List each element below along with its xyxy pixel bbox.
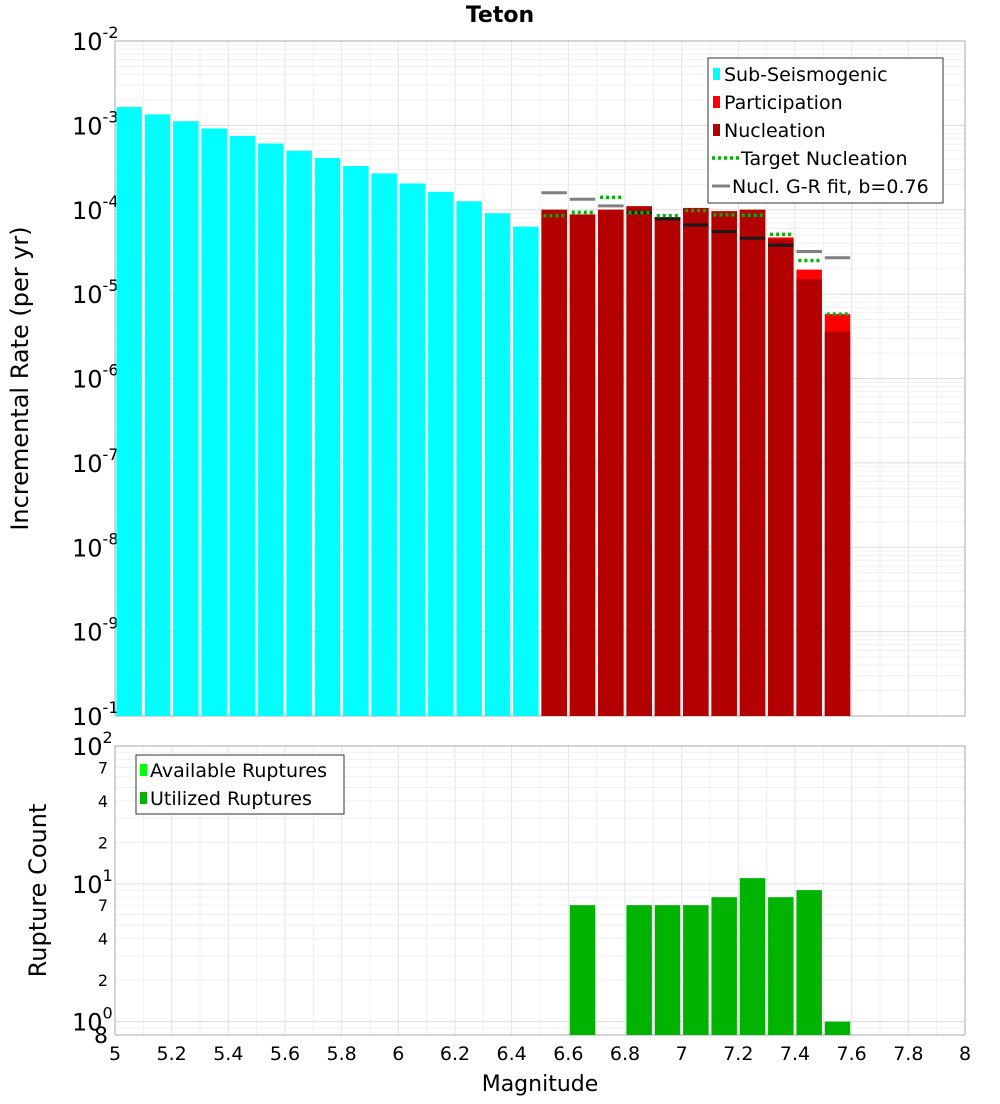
rate-y-tick-label: 10-6 — [72, 361, 119, 394]
rupture-y-minor-tick-label: 8 — [94, 1024, 108, 1049]
sub-seismogenic-bar — [286, 150, 312, 716]
nucleation-bar — [711, 211, 737, 717]
x-axis-label: Magnitude — [482, 1072, 599, 1097]
nucleation-bar — [541, 209, 567, 716]
rate-y-tick-label: 10-2 — [72, 23, 119, 56]
x-tick-label: 8 — [959, 1043, 971, 1065]
x-tick-label: 5.2 — [157, 1043, 187, 1065]
utilized-ruptures-bar — [626, 905, 652, 1035]
utilized-ruptures-bar — [654, 905, 681, 1035]
sub-seismogenic-bar — [343, 166, 369, 717]
x-tick-label: 7.2 — [723, 1043, 753, 1065]
legend-label: Available Ruptures — [150, 760, 327, 782]
rate-y-tick-label: 10-3 — [72, 107, 119, 140]
rate-y-axis-label: Incremental Rate (per yr) — [6, 226, 34, 530]
utilized-ruptures-bar — [824, 1021, 851, 1035]
nucleation-bar — [626, 206, 652, 716]
utilized-ruptures-bar — [569, 905, 596, 1035]
rate-panel: 10-10 10-9 10-8 10-7 10-6 10-5 10-4 10-3 10-2 Inc… — [6, 23, 966, 731]
x-tick-label: 7 — [676, 1043, 688, 1065]
rupture-y-minor-tick-label: 2 — [98, 833, 108, 852]
x-tick-label: 5.4 — [213, 1043, 243, 1065]
rupture-y-minor-tick-label: 4 — [98, 930, 108, 949]
legend-label: Target Nucleation — [740, 148, 908, 170]
utilized-ruptures-bar — [711, 897, 737, 1035]
utilized-ruptures-bar — [796, 890, 822, 1035]
sub-seismogenic-bar — [513, 226, 539, 716]
x-tick-label: 5 — [109, 1043, 121, 1065]
x-tick-label: 6 — [392, 1043, 404, 1065]
utilized-ruptures-bar — [768, 897, 794, 1035]
rate-legend: Sub-Seismogenic Participation Nucleation T… — [707, 57, 944, 204]
rate-y-tick-label: 10-10 — [72, 698, 129, 731]
x-tick-label: 7.4 — [780, 1043, 810, 1065]
sub-seismogenic-bar — [144, 114, 171, 716]
legend-label: Utilized Ruptures — [150, 788, 312, 810]
rate-y-tick-label: 10-5 — [72, 276, 119, 309]
rupture-y-major-tick-label: 102 — [72, 728, 113, 761]
legend-label: Nucl. G-R fit, b=0.76 — [732, 176, 929, 198]
x-tick-label: 5.6 — [270, 1043, 300, 1065]
rate-panel-frame — [114, 40, 966, 717]
rupture-y-minor-tick-label: 2 — [98, 971, 108, 990]
rupture-y-major-tick-label: 101 — [72, 866, 113, 899]
x-tick-label: 6.6 — [553, 1043, 583, 1065]
nucleation-bar — [654, 217, 681, 716]
nucleation-bar — [683, 207, 709, 716]
legend-label: Participation — [724, 92, 843, 114]
sub-seismogenic-bar — [201, 128, 227, 716]
nucleation-bar — [768, 239, 794, 716]
rupture-legend-box — [135, 754, 345, 815]
x-tick-label: 6.4 — [497, 1043, 527, 1065]
rupture-count-panel: 100 101 102 8 2 4 7 2 4 7 Rupture Count 5 5.2 5.4 5.6 5… — [24, 728, 971, 1097]
rupture-legend: Available Ruptures Utilized Ruptures — [135, 754, 345, 815]
x-tick-label: 6.2 — [440, 1043, 470, 1065]
rupture-y-minor-tick-label: 4 — [98, 792, 108, 811]
sub-seismogenic-bar — [428, 191, 454, 716]
legend-swatch — [713, 68, 720, 80]
rate-y-tick-label: 10-7 — [72, 445, 119, 478]
nucleation-bar — [796, 279, 822, 716]
legend-label: Sub-Seismogenic — [724, 64, 888, 86]
rupture-panel-frame — [114, 745, 966, 1036]
sub-seismogenic-bar — [456, 201, 482, 716]
sub-seismogenic-bar — [229, 135, 256, 717]
x-tick-label: 7.6 — [837, 1043, 867, 1065]
nucleation-bar — [598, 209, 624, 716]
legend-swatch — [713, 96, 720, 108]
rupture-y-major-tick-label: 100 — [72, 1004, 113, 1037]
legend-swatch — [713, 124, 720, 136]
rupture-y-minor-tick-label: 7 — [98, 896, 108, 915]
rate-y-tick-label: 10-9 — [72, 614, 119, 647]
x-tick-label: 5.8 — [327, 1043, 357, 1065]
legend-swatch — [140, 792, 147, 804]
rupture-y-minor-tick-label: 7 — [98, 758, 108, 777]
rate-y-tick-label: 10-4 — [72, 192, 119, 225]
nucleation-bar — [739, 209, 766, 716]
nucleation-bar — [824, 331, 851, 716]
rupture-y-axis-label: Rupture Count — [24, 804, 52, 978]
sub-seismogenic-bar — [173, 121, 199, 716]
chart-title: Teton — [466, 3, 534, 28]
sub-seismogenic-bar — [314, 158, 341, 716]
sub-seismogenic-bar — [371, 173, 397, 716]
utilized-ruptures-bar — [739, 878, 766, 1035]
sub-seismogenic-bar — [258, 143, 284, 716]
x-tick-label: 7.8 — [893, 1043, 923, 1065]
rate-y-tick-label: 10-8 — [72, 529, 119, 562]
legend-label: Nucleation — [724, 120, 826, 142]
utilized-ruptures-bar — [683, 905, 709, 1035]
nucleation-bar — [569, 214, 596, 717]
legend-swatch — [140, 764, 147, 776]
rate-legend-box — [707, 57, 944, 204]
x-tick-label: 6.8 — [610, 1043, 640, 1065]
sub-seismogenic-bar — [484, 213, 511, 717]
sub-seismogenic-bar — [116, 107, 142, 717]
sub-seismogenic-bar — [399, 183, 426, 716]
